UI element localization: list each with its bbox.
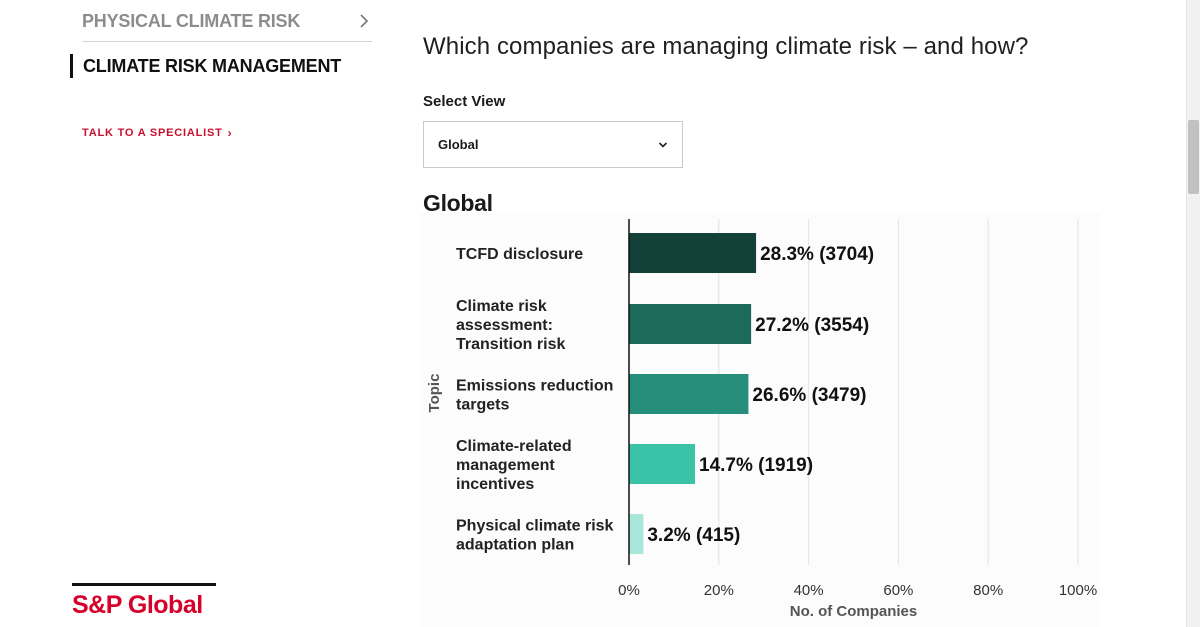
sidebar-item-label: CLIMATE RISK MANAGEMENT — [83, 55, 342, 76]
bar-chart: 28.3% (3704) 27.2% (3554) 26.6% (3479) 14.7… — [420, 213, 1100, 627]
category-label: Physical climate risk adaptation plan — [456, 518, 614, 554]
category-label-line: Physical climate risk — [456, 518, 614, 535]
talk-to-specialist-link[interactable]: TALK TO A SPECIALIST › — [82, 126, 232, 140]
chart-bar — [629, 304, 752, 344]
view-select-value: Global — [438, 137, 479, 152]
category-label-line: Climate risk — [456, 298, 547, 315]
category-label-line: targets — [456, 397, 509, 414]
x-tick-label: 80% — [973, 582, 1003, 599]
category-label: TCFD disclosure — [456, 246, 583, 263]
x-axis-title: No. of Companies — [790, 603, 918, 620]
chart-bar — [629, 444, 696, 484]
view-select[interactable]: Global — [423, 121, 683, 168]
x-tick-label: 100% — [1059, 582, 1097, 599]
y-axis-title: Topic — [426, 374, 443, 413]
bar-data-label: 26.6% (3479) — [752, 385, 866, 406]
bar-data-label: 28.3% (3704) — [760, 244, 874, 265]
x-tick-label: 40% — [794, 582, 824, 599]
sidebar-item-label: PHYSICAL CLIMATE RISK — [82, 10, 301, 31]
category-label-line: TCFD disclosure — [456, 246, 583, 263]
page-title: Which companies are managing climate ris… — [423, 33, 1029, 60]
chart-bar — [629, 233, 757, 273]
chevron-down-icon — [658, 141, 668, 148]
category-label-line: Emissions reduction — [456, 378, 613, 395]
category-label-line: management — [456, 457, 555, 474]
category-label-line: incentives — [456, 476, 534, 493]
talk-to-specialist-label: TALK TO A SPECIALIST — [82, 127, 223, 139]
x-tick-label: 60% — [883, 582, 913, 599]
bar-data-label: 3.2% (415) — [647, 525, 740, 546]
category-label-line: adaptation plan — [456, 537, 574, 554]
bar-data-label: 14.7% (1919) — [699, 455, 813, 476]
active-indicator — [70, 54, 73, 78]
scrollbar[interactable] — [1186, 0, 1200, 627]
category-label-line: Climate-related — [456, 438, 572, 455]
category-label-line: assessment: — [456, 317, 553, 334]
chart-bar — [629, 514, 644, 554]
sp-global-logo[interactable]: S&P Global — [72, 583, 216, 620]
category-label-line: Transition risk — [456, 336, 565, 353]
sidebar-item-climate-risk-management[interactable]: CLIMATE RISK MANAGEMENT — [70, 54, 341, 78]
category-label: Emissions reduction targets — [456, 378, 613, 414]
logo-text: S&P Global — [72, 591, 203, 619]
category-label: Climate risk assessment: Transition risk — [456, 298, 565, 353]
chevron-right-icon — [360, 13, 369, 28]
chevron-right-icon: › — [227, 126, 233, 140]
chart-svg: 28.3% (3704) 27.2% (3554) 26.6% (3479) 14.7… — [426, 219, 1097, 620]
chart-bar — [629, 374, 749, 414]
chart-title: Global — [423, 190, 493, 216]
category-label: Climate-related management incentives — [456, 438, 572, 493]
bar-data-label: 27.2% (3554) — [755, 315, 869, 336]
x-tick-label: 20% — [704, 582, 734, 599]
x-tick-label: 0% — [618, 582, 640, 599]
sidebar-item-physical-climate-risk[interactable]: PHYSICAL CLIMATE RISK — [82, 0, 372, 42]
scrollbar-thumb[interactable] — [1188, 120, 1199, 194]
select-view-label: Select View — [423, 93, 506, 110]
